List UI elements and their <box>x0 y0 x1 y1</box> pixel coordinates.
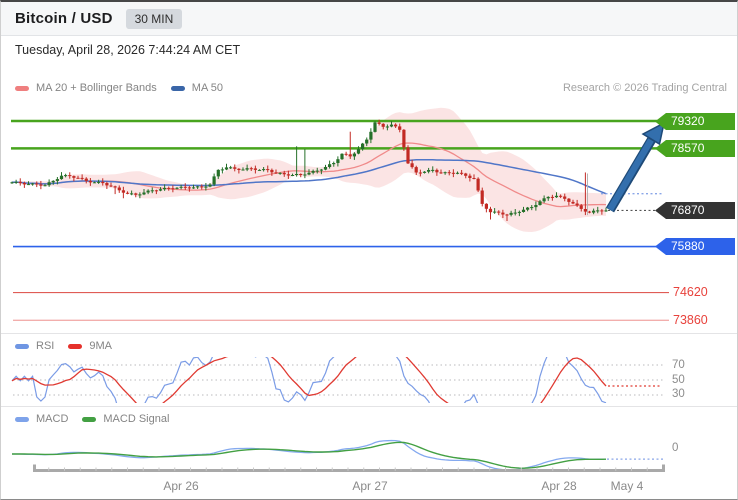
ma50-legend-label: MA 50 <box>191 82 223 94</box>
rsi-swatch-icon <box>15 343 29 349</box>
rsi-ma-swatch-icon <box>68 343 83 349</box>
x-label-apr28: Apr 28 <box>541 479 577 493</box>
timeframe-badge: 30 MIN <box>125 8 183 29</box>
header: Bitcoin / USD 30 MIN <box>1 2 737 36</box>
ma50-swatch-icon <box>170 85 185 91</box>
ma20-swatch-icon <box>15 85 29 91</box>
rsi-tick-30: 30 <box>672 388 685 400</box>
macd-signal-legend-label: MACD Signal <box>103 413 170 425</box>
symbol-title: Bitcoin / USD <box>15 10 113 27</box>
macd-legend-label: MACD <box>36 413 69 425</box>
rsi-legend: RSI 9MA <box>15 340 126 352</box>
rsi-ma-legend-label: 9MA <box>89 340 112 352</box>
macd-zero-label: 0 <box>672 442 679 454</box>
attribution-text: Research © 2026 Trading Central <box>562 82 727 94</box>
price-label-support-1: 74620 <box>673 285 708 299</box>
timestamp: Tuesday, April 28, 2026 7:44:24 AM CET <box>15 43 241 57</box>
panel-divider <box>1 333 737 334</box>
ma20-legend-label: MA 20 + Bollinger Bands <box>36 82 157 94</box>
rsi-tick-70: 70 <box>672 359 685 371</box>
x-label-apr27: Apr 27 <box>352 479 388 493</box>
price-label-resistance-2: 79320 <box>655 113 735 130</box>
macd-legend: MACD MACD Signal <box>15 413 183 425</box>
price-chart-canvas <box>10 107 669 321</box>
rsi-legend-label: RSI <box>36 340 55 352</box>
macd-swatch-icon <box>15 416 29 422</box>
x-label-apr26: Apr 26 <box>163 479 199 493</box>
rsi-tick-50: 50 <box>672 374 685 386</box>
price-label-last: 76870 <box>655 202 735 219</box>
x-label-may4: May 4 <box>610 479 644 493</box>
price-label-resistance-1: 78570 <box>655 140 735 157</box>
price-label-pivot: 75880 <box>655 238 735 255</box>
panel-divider <box>1 406 737 407</box>
price-label-support-2: 73860 <box>673 313 708 327</box>
rsi-chart-canvas <box>11 357 665 403</box>
time-axis <box>33 464 665 472</box>
macd-signal-swatch-icon <box>82 416 97 422</box>
main-legend: MA 20 + Bollinger Bands MA 50 <box>15 82 237 94</box>
